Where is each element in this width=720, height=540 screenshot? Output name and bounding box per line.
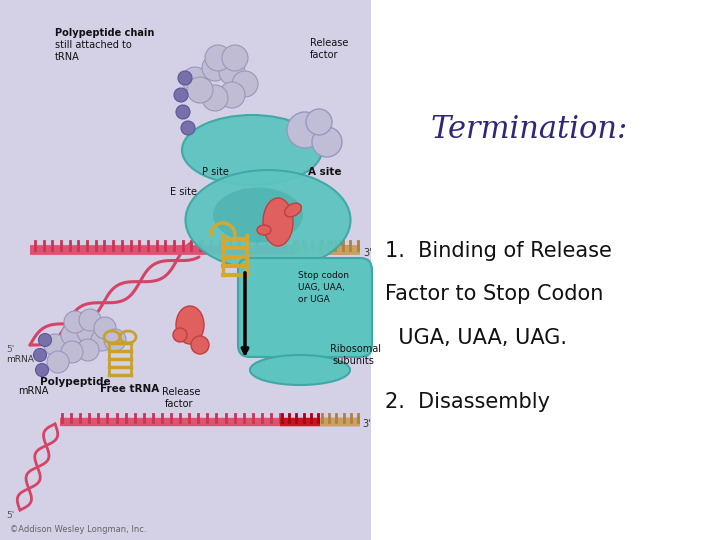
Text: Factor to Stop Codon: Factor to Stop Codon xyxy=(385,284,603,305)
Circle shape xyxy=(64,311,86,333)
Ellipse shape xyxy=(213,187,303,242)
Circle shape xyxy=(232,71,258,97)
Text: UGA, UAA, UAG.: UGA, UAA, UAG. xyxy=(385,327,567,348)
Circle shape xyxy=(47,351,69,373)
Text: mRNA: mRNA xyxy=(18,386,48,396)
Text: 3': 3' xyxy=(362,419,371,429)
Ellipse shape xyxy=(176,306,204,344)
Circle shape xyxy=(79,309,101,331)
Circle shape xyxy=(38,334,52,347)
Circle shape xyxy=(35,363,48,376)
Text: mRNA: mRNA xyxy=(6,355,34,364)
Text: factor: factor xyxy=(165,399,194,409)
Ellipse shape xyxy=(182,115,322,185)
Text: Release: Release xyxy=(310,38,348,48)
Ellipse shape xyxy=(173,328,187,342)
Ellipse shape xyxy=(250,355,350,385)
Text: factor: factor xyxy=(310,50,338,60)
Circle shape xyxy=(104,329,126,351)
Text: 5': 5' xyxy=(6,511,14,520)
Circle shape xyxy=(91,329,113,351)
Text: tRNA: tRNA xyxy=(55,52,80,62)
Circle shape xyxy=(182,67,208,93)
Text: still attached to: still attached to xyxy=(55,40,132,50)
Bar xyxy=(0,0,371,540)
Circle shape xyxy=(222,45,248,71)
Circle shape xyxy=(61,341,83,363)
Text: 1.  Binding of Release: 1. Binding of Release xyxy=(385,241,612,261)
Circle shape xyxy=(77,339,99,361)
Circle shape xyxy=(306,109,332,135)
Text: Polypeptide chain: Polypeptide chain xyxy=(55,28,154,38)
Circle shape xyxy=(94,317,116,339)
Text: Stop codon: Stop codon xyxy=(298,271,349,280)
Circle shape xyxy=(77,321,99,343)
Circle shape xyxy=(205,45,231,71)
Circle shape xyxy=(176,105,190,119)
Text: UAG, UAA,: UAG, UAA, xyxy=(298,283,345,292)
Circle shape xyxy=(174,88,188,102)
FancyBboxPatch shape xyxy=(238,258,372,357)
Circle shape xyxy=(34,348,47,361)
Ellipse shape xyxy=(191,336,209,354)
Text: A site: A site xyxy=(308,167,341,177)
Ellipse shape xyxy=(284,203,302,217)
Circle shape xyxy=(178,71,192,85)
Circle shape xyxy=(61,324,83,346)
Circle shape xyxy=(287,112,323,148)
Text: Release: Release xyxy=(162,387,200,397)
Circle shape xyxy=(219,59,245,85)
Circle shape xyxy=(219,82,245,108)
Text: Ribosomal: Ribosomal xyxy=(330,344,381,354)
Text: 2.  Disassembly: 2. Disassembly xyxy=(385,392,550,413)
Ellipse shape xyxy=(186,170,351,270)
Ellipse shape xyxy=(263,198,293,246)
Circle shape xyxy=(312,127,342,157)
Circle shape xyxy=(181,121,195,135)
Circle shape xyxy=(202,85,228,111)
Text: Termination:: Termination: xyxy=(431,114,628,145)
Text: Polypeptide: Polypeptide xyxy=(40,377,111,387)
Circle shape xyxy=(202,55,228,81)
Text: subunits: subunits xyxy=(332,356,374,366)
Circle shape xyxy=(44,334,66,356)
Text: 5': 5' xyxy=(6,345,14,354)
Text: or UGA: or UGA xyxy=(298,295,330,304)
Ellipse shape xyxy=(257,225,271,235)
Circle shape xyxy=(187,77,213,103)
Text: ©Addison Wesley Longman, Inc.: ©Addison Wesley Longman, Inc. xyxy=(10,525,146,534)
Text: 3': 3' xyxy=(363,248,372,258)
Text: E site: E site xyxy=(170,187,197,197)
Text: Free tRNA: Free tRNA xyxy=(100,384,159,394)
Text: P site: P site xyxy=(202,167,229,177)
